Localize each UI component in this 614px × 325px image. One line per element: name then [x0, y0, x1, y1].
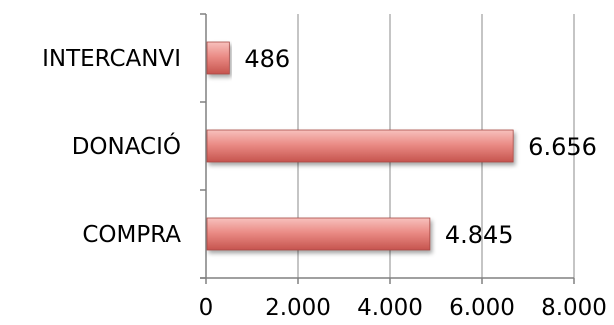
bars	[206, 41, 514, 251]
axes	[200, 13, 575, 284]
x-tick-label: 2.000	[265, 295, 331, 321]
category-label: DONACIÓ	[72, 132, 181, 160]
category-label: COMPRA	[82, 222, 181, 248]
bar-donació	[206, 129, 514, 163]
data-label: 4.845	[445, 221, 514, 249]
x-tick-label: 0	[199, 295, 214, 321]
data-label: 486	[244, 45, 290, 73]
category-label: INTERCANVI	[42, 46, 181, 72]
bar-intercanvi	[206, 41, 230, 75]
labels: 0 2.000 4.000 6.000 8.000 INTERCANVI 486 DONACI…	[42, 45, 607, 321]
x-tick-label: 8.000	[541, 295, 607, 321]
bar-compra	[206, 217, 431, 251]
x-tick-label: 6.000	[449, 295, 515, 321]
data-label: 6.656	[528, 133, 597, 161]
x-tick-label: 4.000	[357, 295, 423, 321]
